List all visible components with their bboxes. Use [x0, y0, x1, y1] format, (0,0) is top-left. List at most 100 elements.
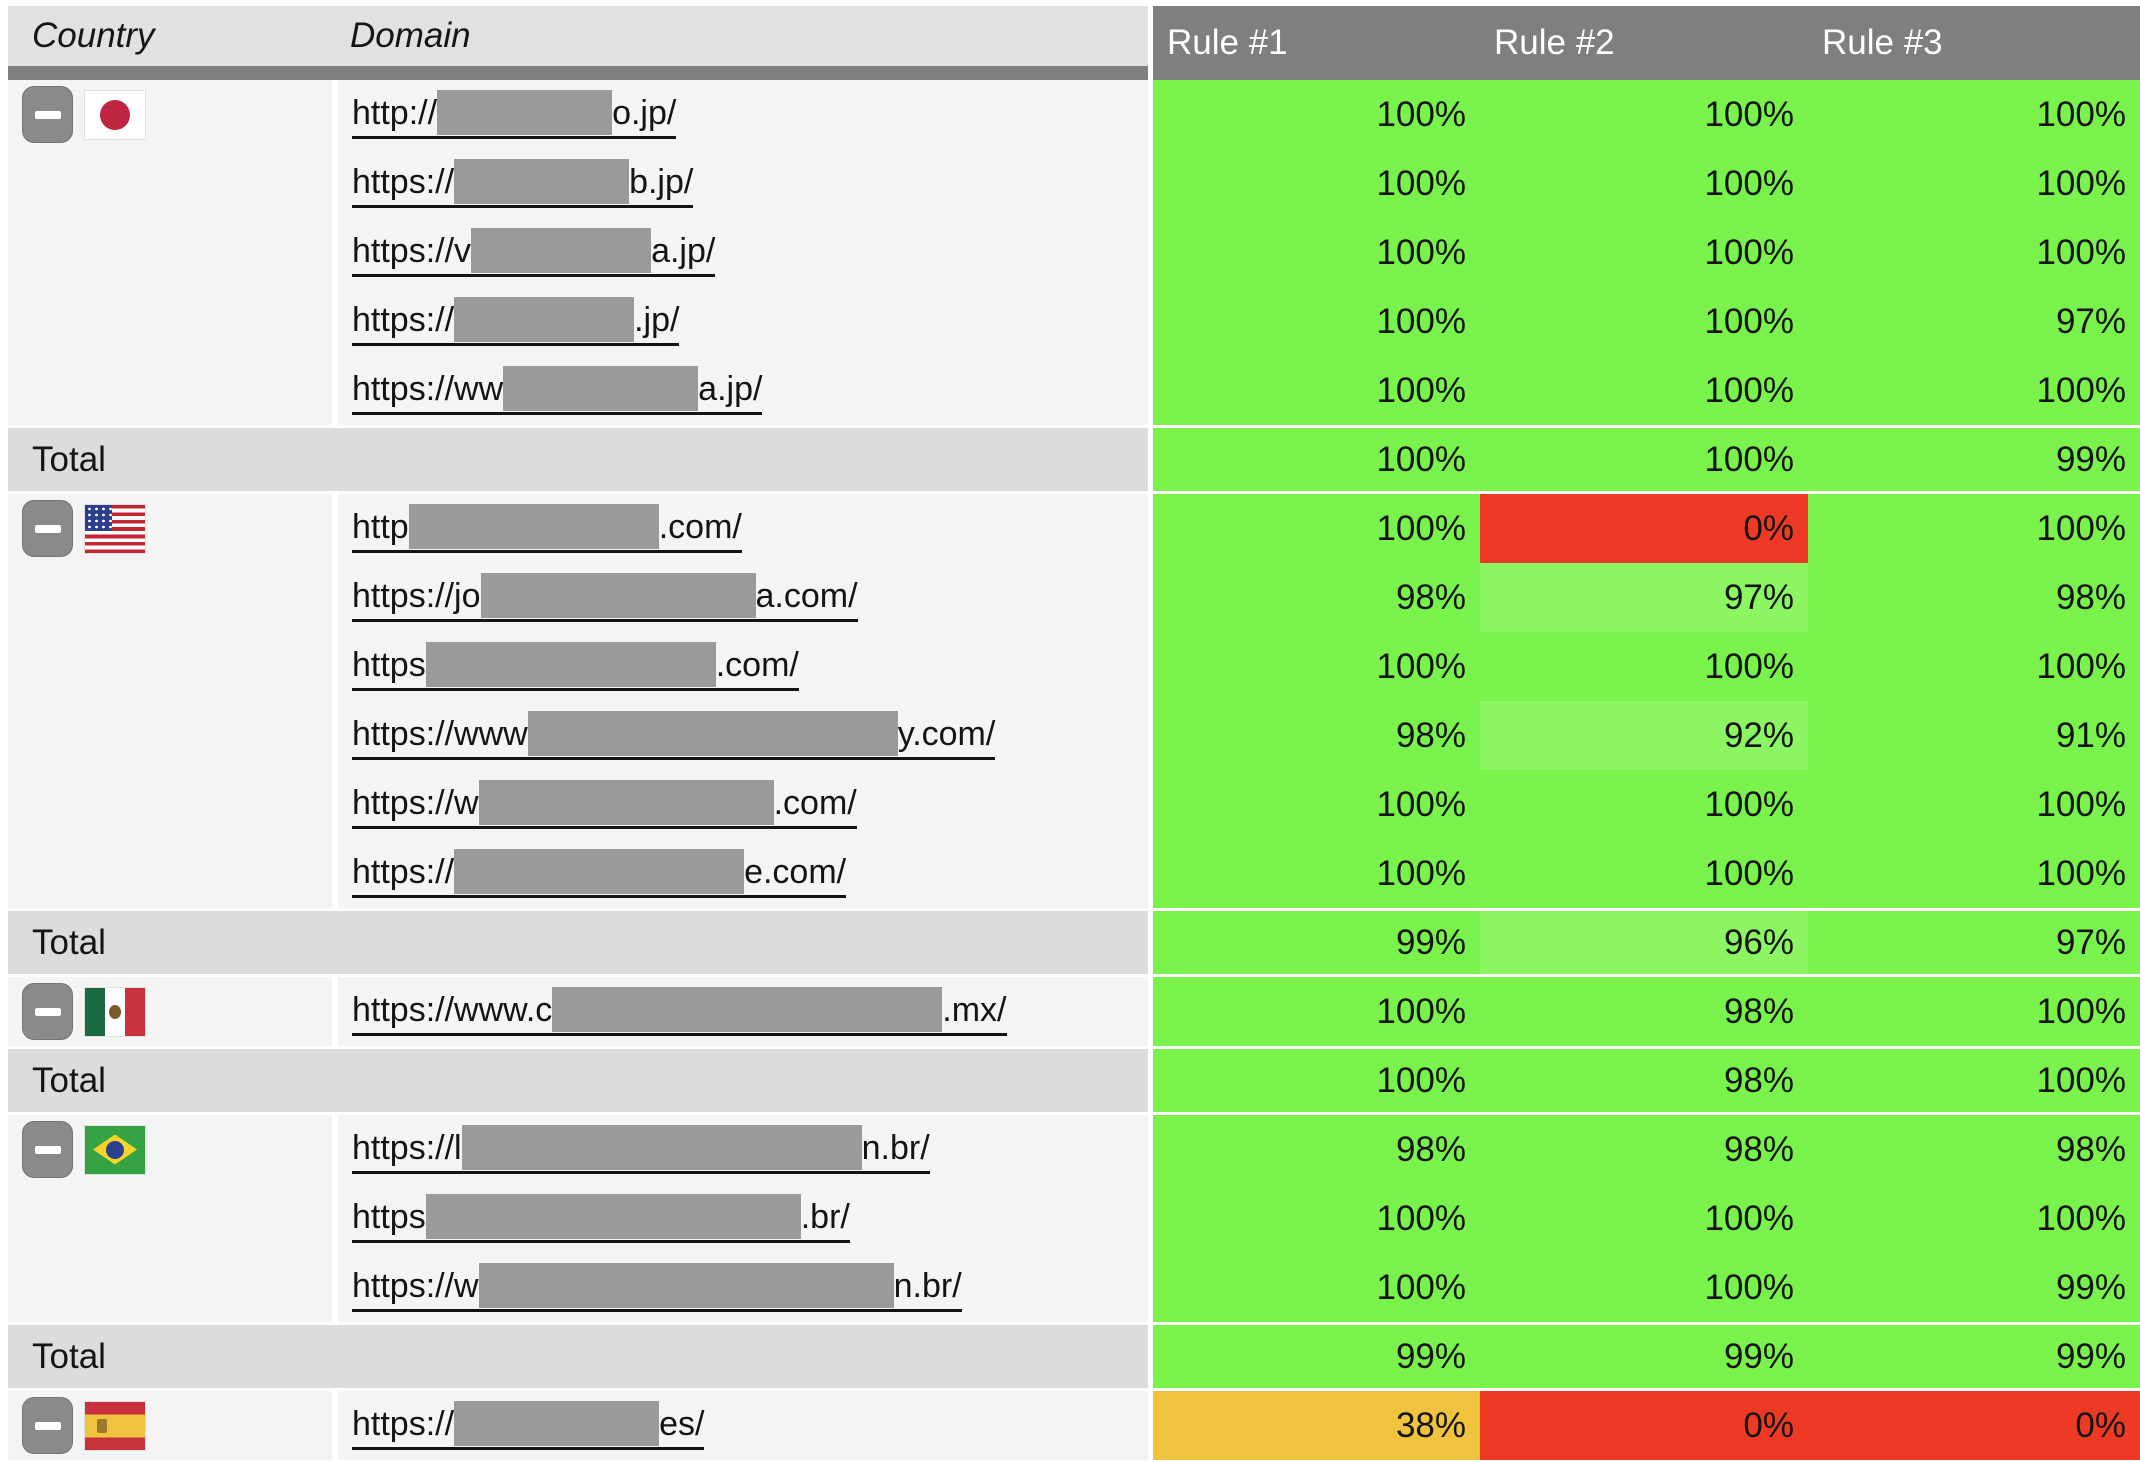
domain-prefix: https:// [352, 163, 455, 201]
rule3-value-cell: 100% [1808, 149, 2140, 218]
redaction-block [454, 159, 630, 204]
country-cell [8, 1253, 332, 1322]
domain-link[interactable]: https://jo a.com/ [352, 573, 858, 622]
rule2-value-cell: 100% [1480, 428, 1808, 491]
redaction-block [454, 297, 635, 342]
domain-suffix: es/ [659, 1405, 705, 1443]
collapse-group-button[interactable] [22, 983, 73, 1040]
rule2-value-cell: 100% [1480, 149, 1808, 218]
rule2-value-cell: 0% [1480, 494, 1808, 563]
domain-prefix: https://ww [352, 370, 504, 408]
rule3-value-cell: 97% [1808, 287, 2140, 356]
country-cell [8, 1184, 332, 1253]
rule3-value-cell: 100% [1808, 839, 2140, 908]
rule2-value-cell: 98% [1480, 1049, 1808, 1112]
domain-link[interactable]: http .com/ [352, 504, 742, 553]
domain-row-japan: http://o.jp/100% 100% 100% [8, 80, 2140, 149]
country-cell [8, 356, 332, 425]
header-left-section: Country Domain [8, 6, 1148, 80]
redaction-block [454, 849, 745, 894]
country-cell [8, 1391, 332, 1460]
redaction-block [480, 573, 756, 618]
domain-link[interactable]: https://w .com/ [352, 780, 857, 829]
rule1-value-cell: 100% [1148, 428, 1480, 491]
rule2-value-cell: 98% [1480, 977, 1808, 1046]
domain-column-header: Domain [350, 16, 471, 55]
total-label: Total [8, 1325, 1148, 1388]
rule3-value-cell: 100% [1808, 1049, 2140, 1112]
collapse-group-button[interactable] [22, 1397, 73, 1454]
rule1-value-cell: 100% [1148, 1049, 1480, 1112]
domain-link[interactable]: http:// o.jp/ [352, 90, 677, 139]
japan-flag [85, 90, 145, 139]
domain-link[interactable]: https:// .jp/ [352, 297, 680, 346]
rule1-value-cell: 100% [1148, 494, 1480, 563]
domain-link[interactable]: https://v a.jp/ [352, 228, 716, 277]
domain-suffix: e.com/ [744, 853, 847, 891]
domain-cell: https://www.c .mx/ [332, 977, 1148, 1046]
rule3-value-cell: 100% [1808, 977, 2140, 1046]
minus-icon [34, 524, 61, 533]
country-cell [8, 1115, 332, 1184]
rule2-value-cell: 100% [1480, 1184, 1808, 1253]
domain-link[interactable]: https:// e.com/ [352, 849, 847, 898]
domain-row-japan: https://.jp/100% 100% 97% [8, 287, 2140, 356]
rule1-value-cell: 100% [1148, 218, 1480, 287]
rule1-value-cell: 100% [1148, 770, 1480, 839]
rule2-value-cell: 92% [1480, 701, 1808, 770]
minus-icon [34, 1007, 61, 1016]
domain-prefix: https:// [352, 1405, 455, 1443]
country-cell [8, 218, 332, 287]
rule3-value-cell: 100% [1808, 80, 2140, 149]
rule3-value-cell: 0% [1808, 1391, 2140, 1460]
domain-link[interactable]: https://www.c .mx/ [352, 987, 1007, 1036]
domain-cell: https:// es/ [332, 1391, 1148, 1460]
domain-prefix: https://v [352, 232, 472, 270]
domain-prefix: https://www [352, 715, 528, 753]
domain-link[interactable]: https:// b.jp/ [352, 159, 694, 208]
domain-row-usa: https .com/100% 100% 100% [8, 632, 2140, 701]
domain-row-mexico: https://www.c .mx/100% 98% 100% [8, 977, 2140, 1046]
rule3-column-header: Rule #3 [1808, 6, 2140, 80]
rule2-value-cell: 100% [1480, 770, 1808, 839]
domain-suffix: b.jp/ [629, 163, 694, 201]
domain-link[interactable]: https .br/ [352, 1194, 850, 1243]
collapse-group-button[interactable] [22, 500, 73, 557]
domain-link[interactable]: https .com/ [352, 642, 799, 691]
header-divider-bar [8, 66, 1148, 80]
domain-suffix: .com/ [715, 646, 799, 684]
total-row-japan: Total 100% 100% 99% [8, 425, 2140, 494]
country-cell [8, 287, 332, 356]
minus-icon [34, 110, 61, 119]
domain-prefix: http [352, 508, 409, 546]
domain-prefix: https://jo [352, 577, 481, 615]
domain-link[interactable]: https://w n.br/ [352, 1263, 962, 1312]
country-column-header: Country [32, 16, 155, 55]
collapse-group-button[interactable] [22, 86, 73, 143]
rule1-value-cell: 100% [1148, 1184, 1480, 1253]
redaction-block [478, 1263, 894, 1308]
rule2-value-cell: 0% [1480, 1391, 1808, 1460]
rule1-value-cell: 98% [1148, 701, 1480, 770]
domain-prefix: https:// [352, 853, 455, 891]
domain-link[interactable]: https://ww a.jp/ [352, 366, 763, 415]
usa-flag [85, 504, 145, 553]
collapse-group-button[interactable] [22, 1121, 73, 1178]
rule1-value-cell: 100% [1148, 80, 1480, 149]
domain-link[interactable]: https:// es/ [352, 1401, 705, 1450]
domain-link[interactable]: https://l n.br/ [352, 1125, 930, 1174]
domain-row-usa: https://e.com/100% 100% 100% [8, 839, 2140, 908]
rule3-value-cell: 99% [1808, 1325, 2140, 1388]
rule1-value-cell: 100% [1148, 632, 1480, 701]
domain-link[interactable]: https://www y.com/ [352, 711, 996, 760]
domain-row-japan: https://b.jp/100% 100% 100% [8, 149, 2140, 218]
rule2-value-cell: 100% [1480, 356, 1808, 425]
domain-cell: http:// o.jp/ [332, 80, 1148, 149]
domain-suffix: .com/ [658, 508, 742, 546]
domain-suffix: n.br/ [893, 1267, 962, 1305]
spain-flag [85, 1401, 145, 1450]
rule3-value-cell: 99% [1808, 1253, 2140, 1322]
redaction-block [408, 504, 659, 549]
domain-suffix: y.com/ [897, 715, 996, 753]
domain-cell: https:// e.com/ [332, 839, 1148, 908]
